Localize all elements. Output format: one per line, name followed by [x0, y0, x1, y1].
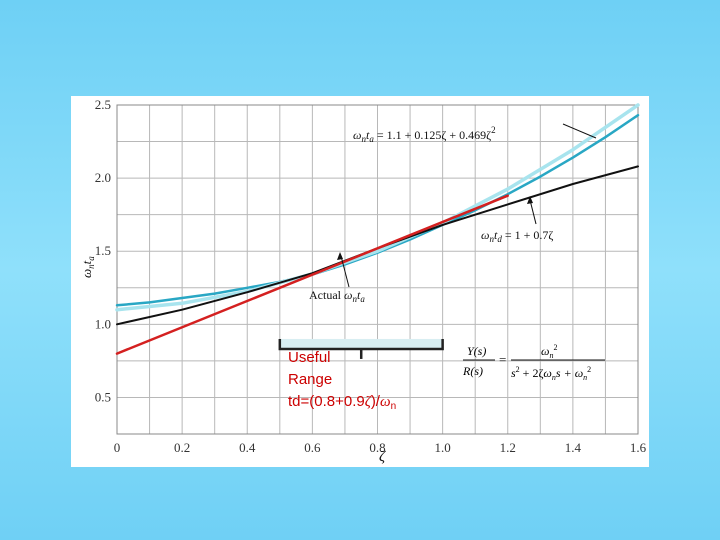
series-line-2 [115, 103, 640, 312]
y-tick-label: 1.5 [95, 243, 111, 258]
annotation-linear: ωntd = 1 + 0.7ζ [481, 196, 553, 244]
svg-text:ωn2: ωn2 [541, 343, 557, 360]
y-tick-label: 0.5 [95, 389, 111, 404]
svg-text:=: = [499, 352, 506, 367]
annotation-quadratic: ωnta = 1.1 + 0.125ζ + 0.469ζ2 [353, 123, 597, 144]
y-tick-label: 1.0 [95, 316, 111, 331]
svg-text:Actual ωnta: Actual ωnta [309, 288, 365, 304]
useful-range-bracket [278, 338, 444, 359]
y-tick-label: 2.5 [95, 97, 111, 112]
bracket-fill [279, 338, 443, 349]
note-useful: Useful [288, 349, 331, 366]
svg-text:R(s): R(s) [462, 364, 483, 378]
series-lines [115, 103, 640, 355]
x-tick-label: 0.6 [304, 440, 321, 455]
chart-svg: 0 0.2 0.4 0.6 0.8 1.0 1.2 1.4 1.6 2.5 2.0 1.5 1.0 0.… [79, 97, 647, 465]
y-axis-title: ωnta [79, 256, 96, 278]
chart-panel: 0 0.2 0.4 0.6 0.8 1.0 1.2 1.4 1.6 2.5 2.0 1.5 1.0 0.… [71, 96, 649, 467]
note-range: Range [288, 371, 332, 388]
transfer-function: Y(s) R(s) = ωn2 s2 + 2ζωns + ωn2 [462, 343, 605, 382]
x-tick-labels: 0 0.2 0.4 0.6 0.8 1.0 1.2 1.4 1.6 [114, 440, 647, 455]
x-tick-label: 1.4 [565, 440, 582, 455]
note-formula: td=(0.8+0.9ζ)/ωn [288, 393, 396, 412]
x-tick-label: 0.2 [174, 440, 190, 455]
svg-text:Y(s): Y(s) [467, 344, 486, 358]
y-tick-labels: 2.5 2.0 1.5 1.0 0.5 [95, 97, 111, 404]
svg-text:s2 + 2ζωns + ωn2: s2 + 2ζωns + ωn2 [511, 365, 591, 382]
y-tick-label: 2.0 [95, 170, 111, 185]
x-tick-label: 0.8 [369, 440, 385, 455]
series-line-4 [115, 194, 509, 355]
svg-text:ωnta = 1.1 + 0.125ζ + 0.469ζ2: ωnta = 1.1 + 0.125ζ + 0.469ζ2 [353, 125, 496, 144]
useful-range-note: Useful Range td=(0.8+0.9ζ)/ωn [288, 349, 396, 412]
x-tick-label: 0 [114, 440, 121, 455]
grid [116, 104, 639, 435]
plot-frame [116, 104, 639, 435]
x-tick-label: 1.6 [630, 440, 647, 455]
svg-text:ωntd = 1 + 0.7ζ: ωntd = 1 + 0.7ζ [481, 228, 553, 244]
svg-text:ωnta: ωnta [79, 256, 96, 278]
x-axis-title: ζ [379, 449, 386, 465]
x-tick-label: 1.0 [435, 440, 451, 455]
x-tick-label: 1.2 [500, 440, 516, 455]
annotation-actual: Actual ωnta [309, 252, 365, 304]
x-tick-label: 0.4 [239, 440, 256, 455]
